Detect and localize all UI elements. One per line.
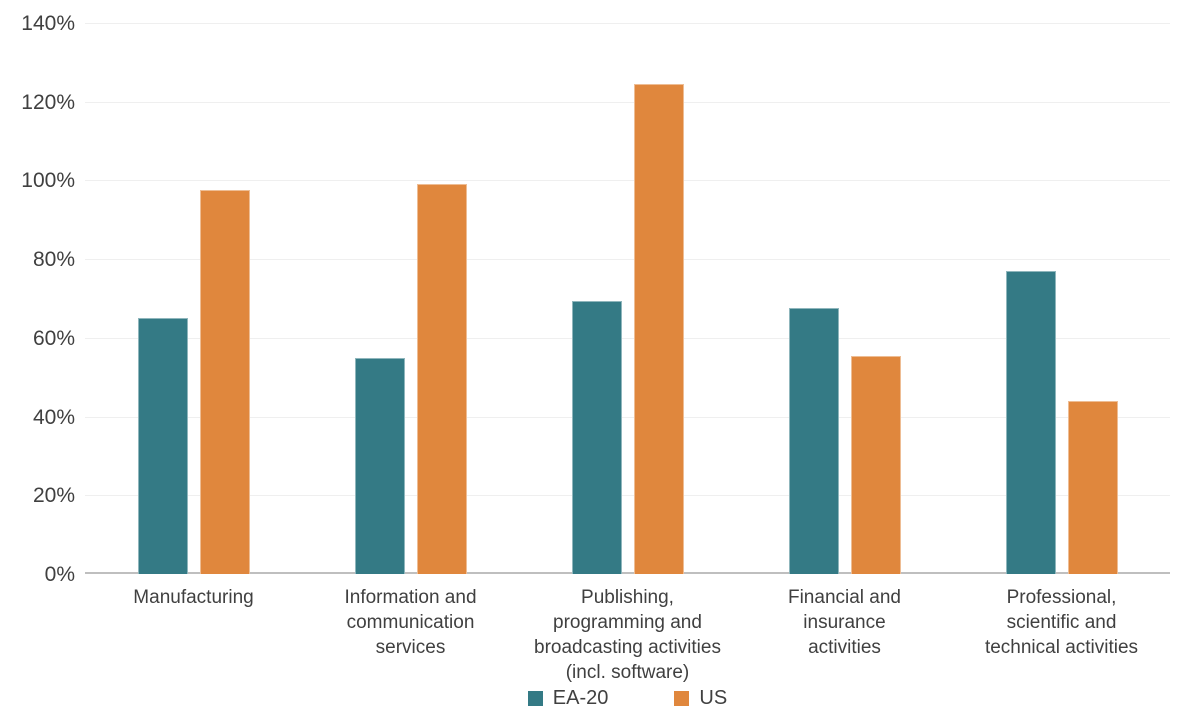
category-group [519, 23, 736, 574]
legend-label: EA-20 [552, 687, 609, 709]
legend: EA-20 US [85, 687, 1170, 710]
bar-us-1 [199, 190, 250, 574]
category-label: Manufacturing [133, 587, 254, 608]
gridline-80 [85, 259, 1170, 261]
y-tick-label-60: 60% [32, 326, 75, 350]
y-tick-label-20: 20% [32, 484, 75, 508]
category-group [736, 23, 953, 574]
y-tick-label-120: 120% [21, 90, 75, 114]
bar-us-2 [416, 184, 467, 574]
category-group [85, 23, 302, 574]
category-label: Information and communication services [344, 587, 477, 658]
y-tick-label-0: 0% [44, 563, 75, 586]
legend-swatch-ea-20 [527, 691, 543, 706]
legend-label: US [699, 687, 728, 709]
gridline-120 [85, 101, 1170, 103]
gridline-20 [85, 495, 1170, 497]
bar-ea-20-2 [354, 357, 405, 574]
gridline-140 [85, 23, 1170, 24]
y-tick-label-40: 40% [32, 405, 75, 429]
legend-item-ea-20: EA-20 [527, 687, 609, 710]
x-axis-line [85, 572, 1170, 574]
legend-swatch-us [674, 691, 690, 706]
bar-ea-20-5 [1005, 270, 1056, 574]
y-tick-label-100: 100% [21, 169, 75, 193]
bar-us-5 [1067, 400, 1118, 574]
category-label: Professional, scientific and technical act… [984, 587, 1139, 658]
category-label: Financial and insurance activities [787, 587, 902, 658]
plot-area [85, 23, 1170, 574]
gridline-40 [85, 416, 1170, 418]
category-label: Publishing, programming and broadcasting a… [534, 587, 721, 683]
legend-item-us: US [674, 687, 727, 710]
y-tick-label-140: 140% [21, 12, 75, 35]
category-group [302, 23, 519, 574]
y-tick-label-80: 80% [32, 248, 75, 272]
bar-ea-20-1 [137, 318, 188, 574]
gridline-60 [85, 337, 1170, 339]
category-group [953, 23, 1170, 574]
bar-ea-20-4 [788, 308, 839, 574]
category-labels: Manufacturing Information and communicatio… [85, 585, 1170, 690]
bar-us-4 [850, 355, 901, 574]
gridline-100 [85, 180, 1170, 182]
bar-us-3 [633, 84, 684, 574]
bar-ea-20-3 [571, 300, 622, 574]
